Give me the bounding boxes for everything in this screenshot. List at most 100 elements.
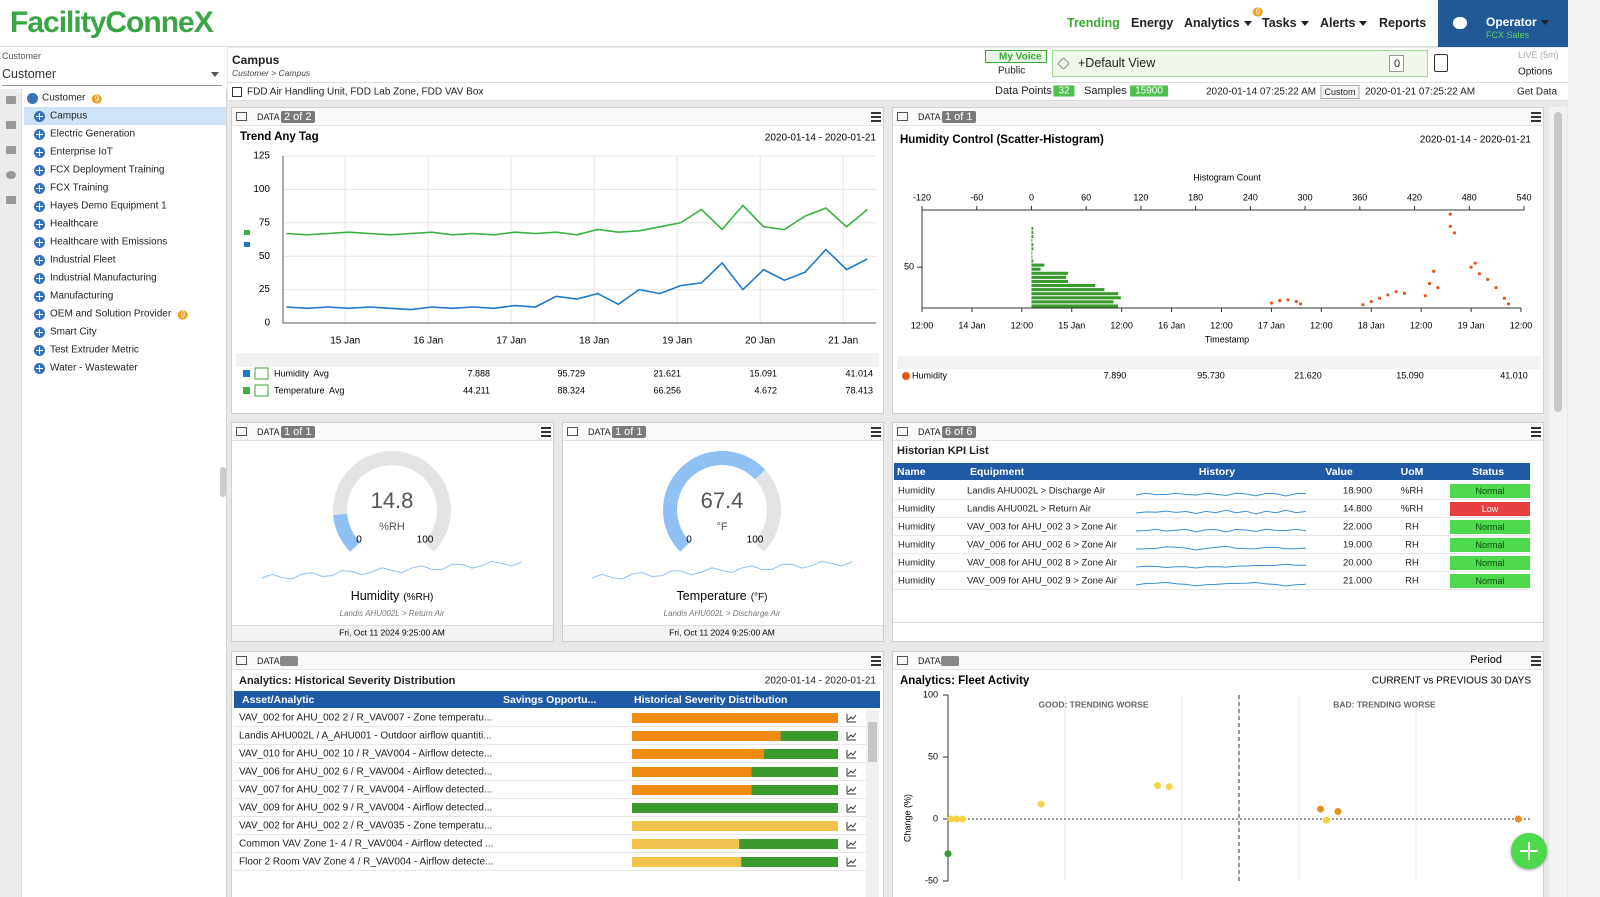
root-badge: 9	[91, 94, 103, 104]
tree-item[interactable]: Manufacturing	[50, 290, 114, 302]
options[interactable]: Options	[1518, 66, 1553, 78]
tree-item[interactable]: Enterprise IoT	[50, 146, 113, 158]
nav-item[interactable]: Energy	[1131, 16, 1174, 30]
live-toggle[interactable]: LIVE (5m)	[1518, 50, 1559, 60]
user-name[interactable]: Operator	[1486, 15, 1549, 29]
panel-label: DATA	[257, 656, 280, 666]
tree-item[interactable]: Water - Wastewater	[50, 362, 138, 374]
side-icon	[6, 146, 16, 154]
side-icon	[6, 96, 16, 104]
menu-icon	[1531, 656, 1541, 658]
analytic-name[interactable]: VAV_010 for AHU_002 10 / R_VAV004 - Airf…	[239, 748, 493, 760]
kpi-equipment: Landis AHU002L > Discharge Air	[967, 485, 1106, 497]
analytic-name[interactable]: VAV_002 for AHU_002 2 / R_VAV035 - Zone …	[239, 820, 493, 832]
expand-icon	[34, 129, 45, 140]
expand-icon	[34, 309, 45, 320]
analytics-row	[234, 817, 866, 835]
nav-item[interactable]: Alerts	[1320, 16, 1367, 30]
data-points-label: Data Points	[995, 85, 1052, 97]
menu-icon	[1531, 435, 1541, 437]
analytics-row	[234, 763, 866, 781]
menu-icon	[871, 660, 881, 662]
tree-item[interactable]: Healthcare	[50, 218, 99, 230]
view-count: 0	[1393, 58, 1401, 70]
tree-item[interactable]: Electric Generation	[50, 128, 136, 140]
analytic-name[interactable]: VAV_006 for AHU_002 6 / R_VAV004 - Airfl…	[239, 766, 493, 778]
end-date[interactable]: 2020-01-21 07:25:22 AM	[1365, 86, 1476, 98]
kpi-row	[894, 500, 1530, 518]
analytics-row	[234, 781, 866, 799]
tree-item[interactable]: FCX Training	[50, 182, 109, 194]
nav-item[interactable]: Trending	[1067, 16, 1120, 30]
kpi-value: 18.900	[1342, 485, 1372, 497]
analytic-name[interactable]: VAV_002 for AHU_002 2 / R_VAV007 - Zone …	[239, 712, 493, 724]
panel-header: DATA 1 of 1	[232, 423, 553, 441]
tree-item[interactable]: Healthcare with Emissions	[50, 236, 168, 248]
tree-item[interactable]: Industrial Manufacturing	[50, 272, 157, 284]
expand-icon	[34, 165, 45, 176]
view-name[interactable]: +Default View	[1078, 56, 1156, 70]
filter-icon	[232, 87, 242, 97]
right-strip	[1568, 0, 1600, 897]
menu-icon	[871, 435, 881, 437]
tree-item[interactable]: Hayes Demo Equipment 1	[50, 200, 167, 212]
panel-header: DATA	[232, 652, 883, 670]
kpi-header-cell: UoM	[1400, 466, 1424, 478]
analytic-name[interactable]: Common VAV Zone 1- 4 / R_VAV004 - Airflo…	[239, 838, 494, 850]
kpi-uom: %RH	[1400, 503, 1424, 515]
kpi-status: Normal	[1475, 540, 1505, 550]
panel-header: DATA 1 of 1	[893, 108, 1543, 126]
analytics-row	[234, 799, 866, 817]
nav-item[interactable]: Reports	[1379, 16, 1427, 30]
kpi-equipment: Landis AHU002L > Return Air	[967, 503, 1092, 515]
kpi-value: 14.800	[1342, 503, 1372, 515]
kpi-name: Humidity	[898, 485, 935, 497]
panel-badge: 6 of 6	[942, 426, 976, 438]
tree-item[interactable]: Smart City	[50, 326, 97, 338]
start-date[interactable]: 2020-01-14 07:25:22 AM	[1206, 86, 1317, 98]
analytic-name[interactable]: VAV_009 for AHU_002 9 / R_VAV004 - Airfl…	[239, 802, 493, 814]
kpi-uom: %RH	[1400, 485, 1424, 497]
panel-icon	[236, 656, 247, 665]
panel-badge: 1 of 1	[281, 426, 315, 438]
logo: FacilityConneX	[10, 6, 214, 39]
tree-root[interactable]: Customer	[42, 92, 86, 104]
customer-select[interactable]: Customer	[2, 67, 57, 81]
stats-head	[897, 356, 1540, 369]
kpi-status: Normal	[1475, 486, 1505, 496]
panel-icon	[567, 427, 578, 436]
analytic-name[interactable]: Floor 2 Room VAV Zone 4 / R_VAV004 - Air…	[239, 856, 494, 868]
scroll-thumb	[1554, 112, 1562, 412]
kpi-equipment: VAV_006 for AHU_002 6 > Zone Air	[967, 539, 1117, 551]
analytic-name[interactable]: Landis AHU002L / A_AHU001 - Outdoor airf…	[239, 730, 492, 742]
tree-item[interactable]: Test Extruder Metric	[50, 344, 139, 356]
tree-item[interactable]: Campus	[50, 110, 88, 122]
nav-item[interactable]: Analytics	[1184, 16, 1252, 30]
analytics-row	[234, 709, 866, 727]
side-icon	[6, 171, 16, 179]
expand-icon	[34, 219, 45, 230]
kpi-equipment: VAV_008 for AHU_002 8 > Zone Air	[967, 557, 1117, 569]
panel-icon	[236, 112, 247, 121]
analytic-name[interactable]: VAV_007 for AHU_002 7 / R_VAV004 - Airfl…	[239, 784, 493, 796]
footer-row	[232, 625, 553, 641]
tree-item[interactable]: Industrial Fleet	[50, 254, 116, 266]
expand-icon	[34, 345, 45, 356]
selected-row	[24, 107, 226, 125]
splitter	[220, 467, 226, 497]
panel: DATA	[892, 651, 1544, 897]
public-toggle[interactable]: Public	[998, 65, 1026, 77]
get-data[interactable]: Get Data	[1517, 86, 1558, 98]
nav-item[interactable]: Tasks	[1262, 16, 1309, 30]
tree-item[interactable]: OEM and Solution Provider	[50, 308, 172, 320]
analytics-header-cell: Historical Severity Distribution	[634, 694, 788, 706]
kpi-row	[894, 554, 1530, 572]
menu-icon	[541, 431, 551, 433]
my-voice-box	[985, 50, 1047, 63]
range-mode[interactable]: Custom	[1320, 85, 1360, 99]
page-title: Campus	[232, 53, 280, 67]
my-voice[interactable]: My Voice	[999, 51, 1042, 63]
tree-item[interactable]: FCX Deployment Training	[50, 164, 165, 176]
panel-icon	[897, 112, 908, 121]
stats-head	[236, 353, 879, 367]
